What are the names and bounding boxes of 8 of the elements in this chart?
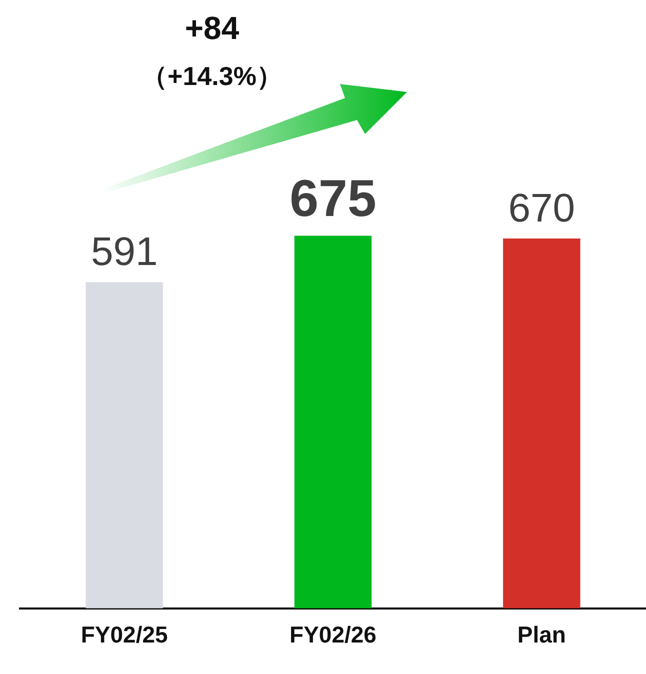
data-label: 675 [290, 170, 376, 228]
x-tick-label: FY02/25 [80, 622, 168, 648]
x-tick-label: Plan [517, 622, 566, 648]
text: +84 [184, 10, 240, 46]
text: （+14.3%） [142, 61, 282, 92]
x-tick-label: FY02/26 [290, 622, 376, 648]
data-label: 591 [90, 230, 158, 274]
data-label: 670 [508, 186, 576, 231]
